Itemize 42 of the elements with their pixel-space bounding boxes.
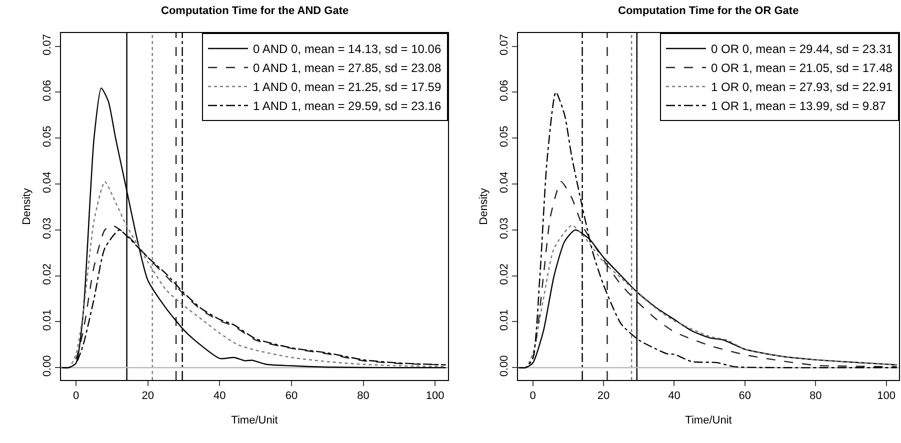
y-tick-label: 0.00 [42,355,54,377]
y-tick-label: 0.03 [498,218,511,239]
x-tick-label: 20 [597,390,610,402]
x-tick-label: 100 [877,390,896,402]
x-tick-label: 20 [142,390,154,402]
legend-label: 0 OR 1, mean = 21.05, sd = 17.48 [711,61,893,76]
x-axis-title: Time/Unit [685,414,732,426]
y-tick-label: 0.05 [42,126,54,148]
y-tick-label: 0.04 [498,172,511,194]
legend-label: 1 AND 0, mean = 21.25, sd = 17.59 [253,80,442,94]
y-tick-label: 0.01 [498,309,511,331]
y-tick-label: 0.03 [42,218,54,239]
legend-label: 0 AND 1, mean = 27.85, sd = 23.08 [253,61,442,76]
y-tick-label: 0.07 [42,34,54,56]
y-tick-label: 0.06 [498,80,511,102]
x-tick-label: 40 [214,390,226,402]
y-tick-label: 0.05 [498,126,511,148]
y-tick-label: 0.06 [42,80,54,102]
y-tick-label: 0.01 [42,309,54,331]
legend-label: 1 OR 0, mean = 27.93, sd = 22.91 [711,80,893,94]
x-tick-label: 60 [738,390,752,402]
x-tick-label: 80 [809,390,822,402]
x-tick-label: 0 [530,390,536,402]
legend-label: 1 OR 1, mean = 13.99, sd = 9.87 [711,99,886,114]
y-axis-title: Density [478,188,490,225]
x-axis-title: Time/Unit [231,414,278,426]
y-tick-label: 0.04 [42,172,54,194]
chart-title: Computation Time for the OR Gate [618,5,799,17]
y-tick-label: 0.02 [498,263,511,285]
x-tick-label: 0 [73,390,80,402]
y-axis-title: Density [21,188,34,225]
x-tick-label: 40 [668,390,680,402]
x-tick-label: 100 [426,390,444,402]
chart-title: Computation Time for the AND Gate [161,5,349,17]
y-tick-label: 0.00 [498,355,511,377]
x-tick-label: 60 [285,390,298,402]
legend-label: 0 AND 0, mean = 14.13, sd = 10.06 [253,42,442,56]
y-tick-label: 0.07 [498,34,511,56]
y-tick-label: 0.02 [42,263,54,285]
legend-label: 1 AND 1, mean = 29.59, sd = 23.16 [253,99,442,114]
x-tick-label: 80 [357,390,370,402]
legend-label: 0 OR 0, mean = 29.44, sd = 23.31 [711,42,893,56]
